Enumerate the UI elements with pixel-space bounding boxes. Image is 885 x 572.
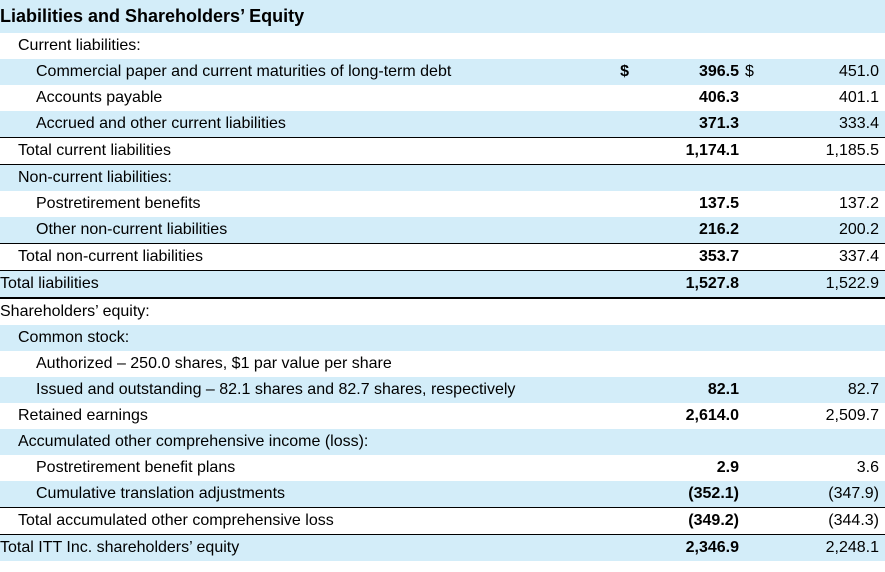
value-col1: 396.5 [635, 59, 745, 85]
row-label: Postretirement benefits [0, 191, 605, 217]
row-label: Total ITT Inc. shareholders’ equity [0, 535, 605, 562]
row-label: Accumulated other comprehensive income (… [0, 429, 885, 455]
accrued-liabilities-row: Accrued and other current liabilities 37… [0, 111, 885, 138]
row-label: Cumulative translation adjustments [0, 481, 605, 508]
value-col1: 1,527.8 [635, 271, 745, 299]
row-label: Total liabilities [0, 271, 605, 299]
value-col1: (349.2) [635, 508, 745, 535]
currency-symbol-col2: $ [745, 59, 765, 85]
row-label: Postretirement benefit plans [0, 455, 605, 481]
row-label: Total current liabilities [0, 138, 605, 165]
value-col2: 1,185.5 [765, 138, 885, 165]
value-col2: 2,248.1 [765, 535, 885, 562]
common-stock-heading-row: Common stock: [0, 325, 885, 351]
row-label: Shareholders’ equity: [0, 298, 885, 325]
issued-outstanding-row: Issued and outstanding – 82.1 shares and… [0, 377, 885, 403]
row-label: Accrued and other current liabilities [0, 111, 605, 138]
value-col1: 82.1 [635, 377, 745, 403]
row-label: Common stock: [0, 325, 885, 351]
row-label: Total non-current liabilities [0, 244, 605, 271]
row-label: Commercial paper and current maturities … [0, 59, 605, 85]
value-col1: 2.9 [635, 455, 745, 481]
currency-symbol-col1: $ [605, 59, 635, 85]
aoci-heading-row: Accumulated other comprehensive income (… [0, 429, 885, 455]
total-liabilities-row: Total liabilities 1,527.8 1,522.9 [0, 271, 885, 299]
value-col1: 2,346.9 [635, 535, 745, 562]
value-col1: (352.1) [635, 481, 745, 508]
value-col2: 401.1 [765, 85, 885, 111]
value-col2: 200.2 [765, 217, 885, 244]
value-col2: 451.0 [765, 59, 885, 85]
liabilities-equity-table: Liabilities and Shareholders’ Equity Cur… [0, 0, 885, 561]
value-col1: 406.3 [635, 85, 745, 111]
value-col2: (344.3) [765, 508, 885, 535]
value-col2: 3.6 [765, 455, 885, 481]
shareholders-equity-heading-row: Shareholders’ equity: [0, 298, 885, 325]
retained-earnings-row: Retained earnings 2,614.0 2,509.7 [0, 403, 885, 429]
row-label: Other non-current liabilities [0, 217, 605, 244]
total-shareholders-equity-row: Total ITT Inc. shareholders’ equity 2,34… [0, 535, 885, 562]
total-noncurrent-liabilities-row: Total non-current liabilities 353.7 337.… [0, 244, 885, 271]
value-col1: 2,614.0 [635, 403, 745, 429]
commercial-paper-row: Commercial paper and current maturities … [0, 59, 885, 85]
total-current-liabilities-row: Total current liabilities 1,174.1 1,185.… [0, 138, 885, 165]
value-col2: 1,522.9 [765, 271, 885, 299]
accounts-payable-row: Accounts payable 406.3 401.1 [0, 85, 885, 111]
row-label: Accounts payable [0, 85, 605, 111]
row-label: Non-current liabilities: [0, 165, 885, 192]
value-col2: 2,509.7 [765, 403, 885, 429]
noncurrent-liabilities-heading-row: Non-current liabilities: [0, 165, 885, 192]
row-label: Authorized – 250.0 shares, $1 par value … [0, 351, 885, 377]
value-col2: (347.9) [765, 481, 885, 508]
value-col1: 371.3 [635, 111, 745, 138]
value-col1: 137.5 [635, 191, 745, 217]
value-col2: 137.2 [765, 191, 885, 217]
value-col1: 1,174.1 [635, 138, 745, 165]
section-header: Liabilities and Shareholders’ Equity [0, 0, 885, 33]
postretirement-benefit-plans-row: Postretirement benefit plans 2.9 3.6 [0, 455, 885, 481]
value-col1: 353.7 [635, 244, 745, 271]
postretirement-benefits-row: Postretirement benefits 137.5 137.2 [0, 191, 885, 217]
row-label: Current liabilities: [0, 33, 885, 59]
current-liabilities-heading-row: Current liabilities: [0, 33, 885, 59]
section-header-row: Liabilities and Shareholders’ Equity [0, 0, 885, 33]
value-col2: 337.4 [765, 244, 885, 271]
row-label: Retained earnings [0, 403, 605, 429]
row-label: Total accumulated other comprehensive lo… [0, 508, 605, 535]
row-label: Issued and outstanding – 82.1 shares and… [0, 377, 605, 403]
value-col1: 216.2 [635, 217, 745, 244]
value-col2: 333.4 [765, 111, 885, 138]
value-col2: 82.7 [765, 377, 885, 403]
total-aoci-row: Total accumulated other comprehensive lo… [0, 508, 885, 535]
authorized-shares-row: Authorized – 250.0 shares, $1 par value … [0, 351, 885, 377]
cumulative-translation-row: Cumulative translation adjustments (352.… [0, 481, 885, 508]
other-noncurrent-liabilities-row: Other non-current liabilities 216.2 200.… [0, 217, 885, 244]
